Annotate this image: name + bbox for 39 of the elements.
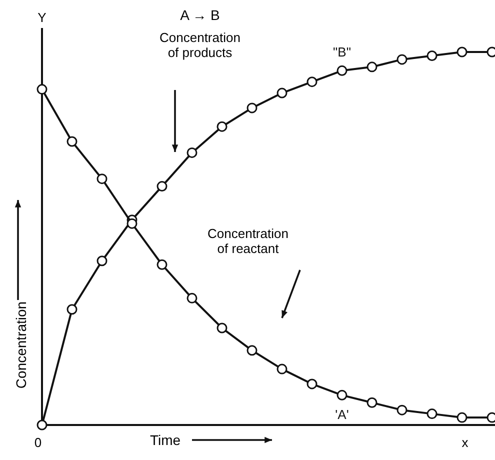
point	[396, 54, 408, 65]
point	[306, 378, 318, 390]
point	[36, 84, 48, 95]
text: 0	[34, 435, 42, 450]
point	[186, 292, 198, 304]
annotation: Concentration of products	[160, 30, 240, 60]
point	[96, 256, 108, 266]
point	[216, 322, 228, 334]
point	[96, 174, 108, 184]
series-label: 'A'	[335, 407, 349, 422]
text: x	[462, 435, 469, 450]
chart-title: A → B	[180, 7, 220, 23]
point	[246, 102, 258, 114]
point	[456, 412, 468, 423]
annotation: Concentration of reactant	[208, 226, 288, 256]
point	[336, 390, 348, 400]
point	[336, 65, 348, 76]
series-label: "B"	[333, 44, 352, 60]
point	[276, 88, 288, 98]
point	[426, 408, 438, 420]
point	[366, 397, 378, 408]
point	[366, 62, 378, 72]
point	[36, 420, 48, 430]
point	[66, 136, 78, 147]
point	[306, 76, 318, 88]
point	[66, 304, 78, 315]
point	[276, 364, 288, 374]
point	[216, 121, 228, 132]
point	[156, 181, 168, 192]
point	[456, 46, 468, 58]
point	[126, 218, 138, 229]
point	[396, 404, 408, 416]
text: Y	[38, 10, 47, 25]
x-axis-title: Time	[150, 432, 181, 448]
point	[426, 50, 438, 61]
point	[186, 147, 198, 158]
y-axis-title: Concentration	[13, 301, 29, 389]
point	[156, 259, 168, 270]
point	[246, 345, 258, 356]
